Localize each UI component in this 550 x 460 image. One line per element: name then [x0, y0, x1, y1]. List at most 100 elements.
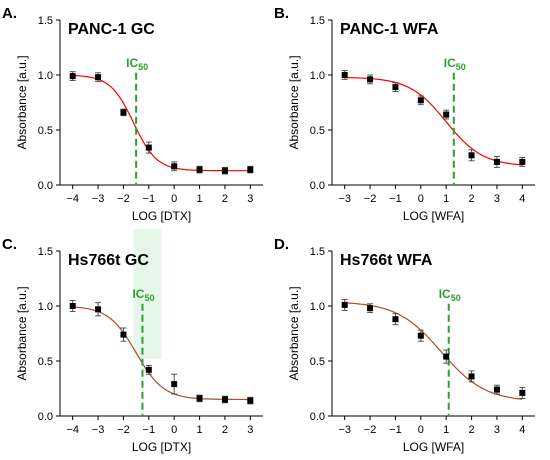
- data-point: [196, 166, 203, 173]
- y-tick-label: 0.0: [38, 411, 53, 423]
- data-point: [120, 109, 127, 116]
- panel-letter: D.: [274, 236, 289, 253]
- x-tick-label: 0: [171, 193, 177, 205]
- data-point: [95, 306, 102, 313]
- y-tick-label: 1.0: [38, 301, 53, 313]
- data-point: [145, 366, 152, 373]
- data-point: [392, 316, 399, 323]
- fit-curve: [344, 302, 523, 400]
- data-point: [468, 373, 475, 380]
- data-point: [493, 386, 500, 393]
- fit-curve: [72, 306, 251, 401]
- x-tick-label: −2: [364, 424, 377, 436]
- ic50-subscript: 50: [451, 293, 461, 303]
- panel-title: PANC-1 GC: [68, 21, 155, 38]
- x-tick-label: −3: [338, 424, 351, 436]
- panel-2: −3 −2 −1 0 1 2 3 4 0.0 0.5 1.0 1.5 LOG [WFA] Absorban…: [274, 5, 535, 223]
- data-point: [417, 332, 424, 339]
- x-tick-label: 3: [247, 424, 253, 436]
- x-tick-label: 3: [494, 424, 500, 436]
- x-tick-label: 2: [469, 193, 475, 205]
- x-tick-label: 4: [519, 193, 525, 205]
- data-point: [145, 144, 152, 151]
- y-tick-label: 1.5: [38, 15, 53, 27]
- x-tick-label: 1: [197, 424, 203, 436]
- data-point: [417, 97, 424, 104]
- x-tick-label: 4: [519, 424, 525, 436]
- y-axis-title: Absorbance [a.u.]: [15, 55, 29, 149]
- y-tick-label: 0.5: [38, 356, 53, 368]
- y-tick-label: 0.5: [310, 356, 325, 368]
- x-tick-label: −2: [117, 424, 130, 436]
- panel-4: −3 −2 −1 0 1 2 3 4 0.0 0.5 1.0 1.5 LOG [WFA] Absorban…: [274, 236, 535, 454]
- x-tick-label: 3: [494, 193, 500, 205]
- x-tick-label: 0: [418, 193, 424, 205]
- panel-title: Hs766t WFA: [340, 252, 433, 269]
- data-point: [171, 163, 178, 170]
- data-point: [120, 331, 127, 338]
- data-point: [247, 397, 254, 404]
- panel-title: Hs766t GC: [68, 252, 149, 269]
- data-point: [493, 158, 500, 165]
- data-point: [443, 353, 450, 360]
- data-point: [519, 389, 526, 396]
- data-point: [367, 305, 374, 312]
- y-tick-label: 0.5: [38, 125, 53, 137]
- x-tick-label: 1: [443, 193, 449, 205]
- x-tick-label: 2: [469, 424, 475, 436]
- data-point: [95, 74, 102, 81]
- panel-letter: C.: [2, 236, 17, 253]
- x-tick-label: 0: [418, 424, 424, 436]
- x-tick-label: −1: [143, 424, 156, 436]
- ic50-subscript: 50: [456, 62, 466, 72]
- y-axis-title: Absorbance [a.u.]: [287, 286, 301, 380]
- data-point: [468, 152, 475, 159]
- data-point: [69, 73, 76, 80]
- x-tick-label: 2: [222, 193, 228, 205]
- ic50-label: IC50: [439, 287, 461, 303]
- x-tick-label: 2: [222, 424, 228, 436]
- x-axis-title: LOG [WFA]: [403, 209, 464, 223]
- y-tick-label: 0.0: [310, 180, 325, 192]
- x-tick-label: −2: [117, 193, 130, 205]
- fit-curve: [344, 76, 523, 166]
- x-axis-title: LOG [DTX]: [132, 440, 191, 454]
- ic50-label: IC50: [444, 56, 466, 72]
- x-tick-label: −3: [338, 193, 351, 205]
- ic50-subscript: 50: [138, 62, 148, 72]
- ic50-subscript: 50: [144, 293, 154, 303]
- y-tick-label: 1.5: [310, 15, 325, 27]
- x-tick-label: −1: [143, 193, 156, 205]
- x-tick-label: 3: [247, 193, 253, 205]
- ic50-label: IC50: [126, 56, 148, 72]
- data-point: [367, 76, 374, 83]
- panel-3: −4 −3 −2 −1 0 1 2 3 0.0 0.5 1.0 1.5 LOG [DTX] Absorba…: [2, 229, 263, 454]
- data-point: [443, 111, 450, 118]
- data-point: [247, 166, 254, 173]
- panel-title: PANC-1 WFA: [340, 21, 439, 38]
- x-tick-label: −4: [66, 193, 79, 205]
- x-tick-label: 1: [197, 193, 203, 205]
- y-tick-label: 0.0: [310, 411, 325, 423]
- x-tick-label: 0: [171, 424, 177, 436]
- data-point: [341, 301, 348, 308]
- y-tick-label: 1.5: [310, 246, 325, 258]
- y-tick-label: 1.0: [38, 70, 53, 82]
- data-point: [196, 395, 203, 402]
- x-tick-label: 1: [443, 424, 449, 436]
- data-point: [221, 167, 228, 174]
- y-tick-label: 0.0: [38, 180, 53, 192]
- panel-1: −4 −3 −2 −1 0 1 2 3 0.0 0.5 1.0 1.5 LOG [DTX] Absorba…: [2, 5, 263, 223]
- x-tick-label: −3: [92, 424, 105, 436]
- y-axis-title: Absorbance [a.u.]: [15, 286, 29, 380]
- data-point: [392, 84, 399, 91]
- x-tick-label: −4: [66, 424, 79, 436]
- y-axis-title: Absorbance [a.u.]: [287, 55, 301, 149]
- y-tick-label: 1.5: [38, 246, 53, 258]
- x-tick-label: −2: [364, 193, 377, 205]
- x-tick-label: −1: [389, 193, 402, 205]
- panel-letter: A.: [2, 5, 17, 22]
- y-tick-label: 1.0: [310, 301, 325, 313]
